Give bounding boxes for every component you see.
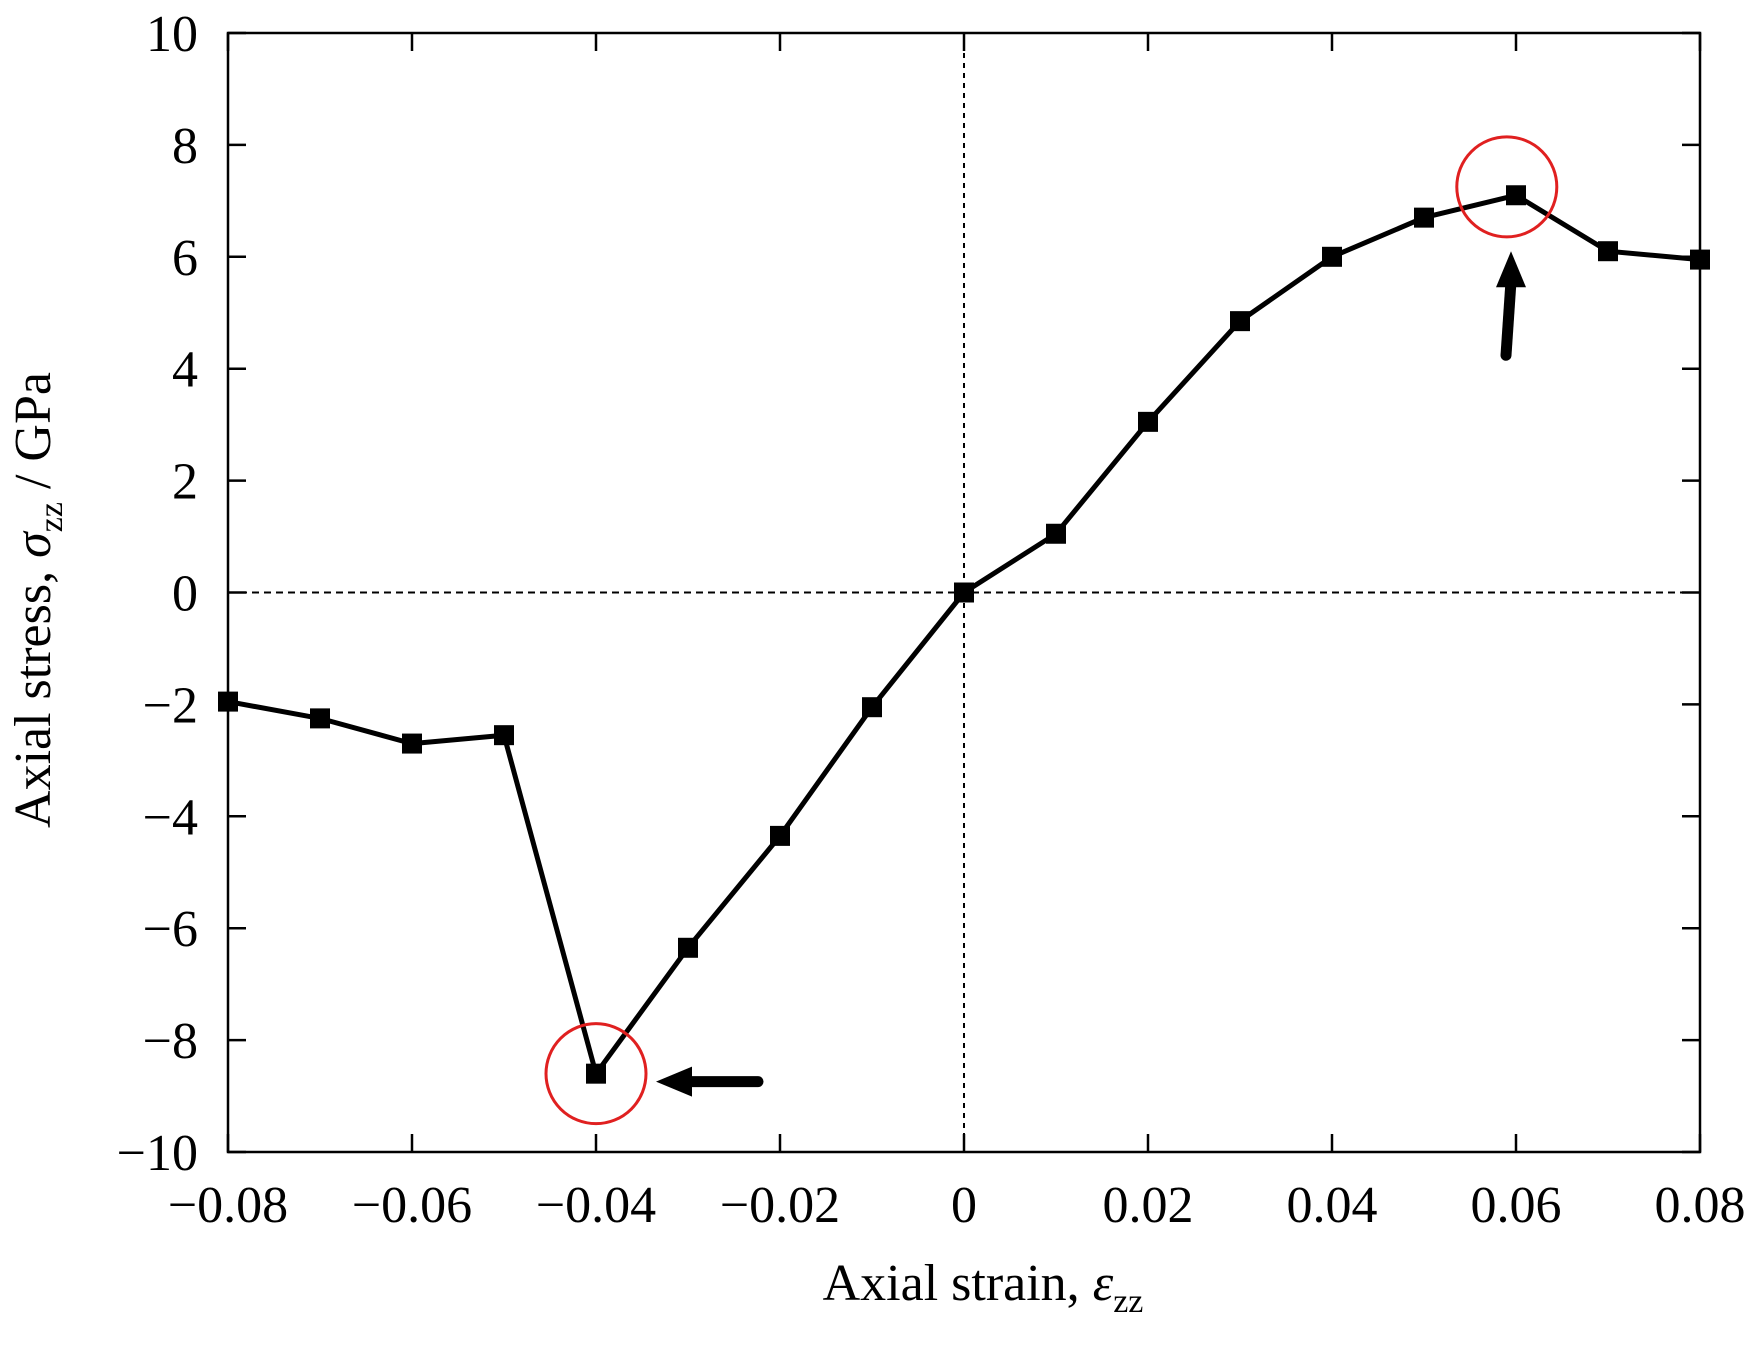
data-point: [586, 1063, 606, 1084]
y-tick-label: 0: [172, 566, 198, 623]
x-tick-label: 0.08: [1655, 1177, 1746, 1234]
series-layer: [218, 185, 1710, 1084]
data-point: [1046, 523, 1066, 544]
tick-label-layer: −0.08 −0.06 −0.04 −0.02 0 0.02 0.04 0.06 0.08 −10…: [117, 6, 1746, 1234]
data-point: [1598, 241, 1618, 262]
y-tick-label: −8: [143, 1013, 198, 1070]
arrow-head: [1496, 251, 1526, 288]
y-axis-title-main: Axial stress,: [5, 558, 62, 828]
x-tick-label: −0.08: [168, 1177, 288, 1234]
y-tick-label: −10: [117, 1125, 198, 1182]
x-axis-title-symbol: ε: [1093, 1255, 1114, 1312]
x-axis-title-subscript: zz: [1113, 1283, 1143, 1320]
highlight-circle: [1455, 135, 1559, 239]
data-point: [494, 725, 514, 746]
y-tick-label: 10: [146, 6, 198, 63]
data-point: [218, 691, 238, 712]
data-point: [1506, 185, 1526, 206]
y-axis-title-symbol: σ: [5, 530, 62, 558]
x-tick-label: 0.02: [1103, 1177, 1194, 1234]
data-point: [1230, 311, 1250, 332]
x-tick-label: −0.04: [536, 1177, 656, 1234]
x-tick-label: −0.02: [720, 1177, 840, 1234]
data-point: [954, 582, 974, 603]
x-tick-label: 0.06: [1471, 1177, 1562, 1234]
data-point: [678, 937, 698, 958]
x-tick-label: 0: [951, 1177, 977, 1234]
annotation-arrow: [656, 1066, 764, 1097]
x-tick-label: 0.04: [1287, 1177, 1378, 1234]
data-point: [862, 697, 882, 718]
y-tick-label: 2: [172, 454, 198, 511]
annotation-arrow: [1496, 251, 1526, 361]
data-point: [770, 825, 790, 846]
data-point: [1690, 249, 1710, 270]
data-point: [1322, 246, 1342, 267]
highlight-circle: [544, 1022, 648, 1126]
y-tick-label: −6: [143, 901, 198, 958]
arrow-shaft: [1500, 275, 1517, 361]
x-axis-title: Axial strain, εzz: [823, 1255, 1144, 1320]
y-axis-title: Axial stress, σzz / GPa: [5, 372, 70, 828]
y-axis-title-subscript: zz: [33, 502, 70, 532]
y-tick-label: −2: [143, 677, 198, 734]
y-tick-label: 8: [172, 118, 198, 175]
y-tick-label: −4: [143, 789, 198, 846]
y-tick-label: 6: [172, 230, 198, 287]
arrow-head: [656, 1066, 692, 1097]
data-point: [1138, 411, 1158, 432]
y-axis-title-unit: / GPa: [5, 372, 62, 502]
data-point: [310, 708, 330, 729]
annotation-layer: [544, 135, 1559, 1126]
data-point: [402, 733, 422, 754]
x-axis-title-main: Axial strain,: [823, 1255, 1093, 1312]
data-point: [1414, 207, 1434, 228]
y-tick-label: 4: [172, 342, 198, 399]
x-tick-label: −0.06: [352, 1177, 472, 1234]
